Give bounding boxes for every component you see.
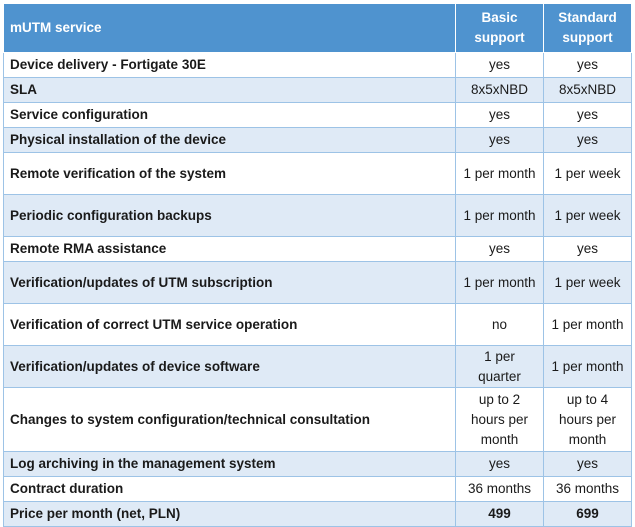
basic-support-cell: yes <box>455 52 544 78</box>
header-basic-support: Basic support <box>455 3 544 53</box>
table-row: Service configuration yes yes <box>3 102 632 128</box>
table-row: Changes to system configuration/technica… <box>3 387 632 452</box>
standard-support-cell: 699 <box>543 501 632 527</box>
standard-support-cell: yes <box>543 127 632 153</box>
standard-support-cell: 8x5xNBD <box>543 77 632 103</box>
standard-support-cell: up to 4 hours per month <box>543 387 632 452</box>
standard-support-cell: yes <box>543 451 632 477</box>
table-row: Remote verification of the system 1 per m… <box>3 152 632 195</box>
feature-cell: Verification/updates of device software <box>3 345 456 388</box>
table-header-row: mUTM service Basic support Standard supp… <box>3 3 632 53</box>
basic-support-cell: yes <box>455 127 544 153</box>
basic-support-cell: 1 per month <box>455 152 544 195</box>
feature-cell: Remote verification of the system <box>3 152 456 195</box>
feature-cell: Changes to system configuration/technica… <box>3 387 456 452</box>
basic-support-cell: up to 2 hours per month <box>455 387 544 452</box>
basic-support-cell: 1 per quarter <box>455 345 544 388</box>
table-row: Periodic configuration backups 1 per mont… <box>3 194 632 237</box>
feature-cell: Remote RMA assistance <box>3 236 456 262</box>
standard-support-cell: 1 per week <box>543 152 632 195</box>
basic-support-cell: yes <box>455 236 544 262</box>
header-service: mUTM service <box>3 3 456 53</box>
standard-support-cell: yes <box>543 52 632 78</box>
feature-cell: Contract duration <box>3 476 456 502</box>
standard-support-cell: 1 per month <box>543 345 632 388</box>
feature-cell: Device delivery - Fortigate 30E <box>3 52 456 78</box>
basic-support-cell: 1 per month <box>455 261 544 304</box>
basic-support-cell: 36 months <box>455 476 544 502</box>
table-row: Physical installation of the device yes ye… <box>3 127 632 153</box>
table-row: Price per month (net, PLN) 499 699 <box>3 501 632 527</box>
feature-cell: SLA <box>3 77 456 103</box>
table-row: Log archiving in the management system ye… <box>3 451 632 477</box>
feature-cell: Physical installation of the device <box>3 127 456 153</box>
basic-support-cell: 8x5xNBD <box>455 77 544 103</box>
standard-support-cell: yes <box>543 102 632 128</box>
feature-cell: Verification/updates of UTM subscription <box>3 261 456 304</box>
basic-support-cell: yes <box>455 451 544 477</box>
table-row: Verification/updates of UTM subscription… <box>3 261 632 304</box>
header-standard-support: Standard support <box>543 3 632 53</box>
standard-support-cell: yes <box>543 236 632 262</box>
table-body: Device delivery - Fortigate 30E yes yes SLA… <box>3 52 632 527</box>
table-row: Contract duration 36 months 36 months <box>3 476 632 502</box>
basic-support-cell: 499 <box>455 501 544 527</box>
table-row: SLA 8x5xNBD 8x5xNBD <box>3 77 632 103</box>
basic-support-cell: 1 per month <box>455 194 544 237</box>
service-comparison-table: mUTM service Basic support Standard supp… <box>3 3 632 527</box>
basic-support-cell: yes <box>455 102 544 128</box>
standard-support-cell: 1 per week <box>543 261 632 304</box>
standard-support-cell: 1 per week <box>543 194 632 237</box>
feature-cell: Verification of correct UTM service oper… <box>3 303 456 346</box>
standard-support-cell: 1 per month <box>543 303 632 346</box>
feature-cell: Service configuration <box>3 102 456 128</box>
feature-cell: Log archiving in the management system <box>3 451 456 477</box>
table-row: Verification/updates of device software 1… <box>3 345 632 388</box>
table-row: Remote RMA assistance yes yes <box>3 236 632 262</box>
table-row: Device delivery - Fortigate 30E yes yes <box>3 52 632 78</box>
basic-support-cell: no <box>455 303 544 346</box>
standard-support-cell: 36 months <box>543 476 632 502</box>
table-row: Verification of correct UTM service oper… <box>3 303 632 346</box>
feature-cell: Price per month (net, PLN) <box>3 501 456 527</box>
feature-cell: Periodic configuration backups <box>3 194 456 237</box>
